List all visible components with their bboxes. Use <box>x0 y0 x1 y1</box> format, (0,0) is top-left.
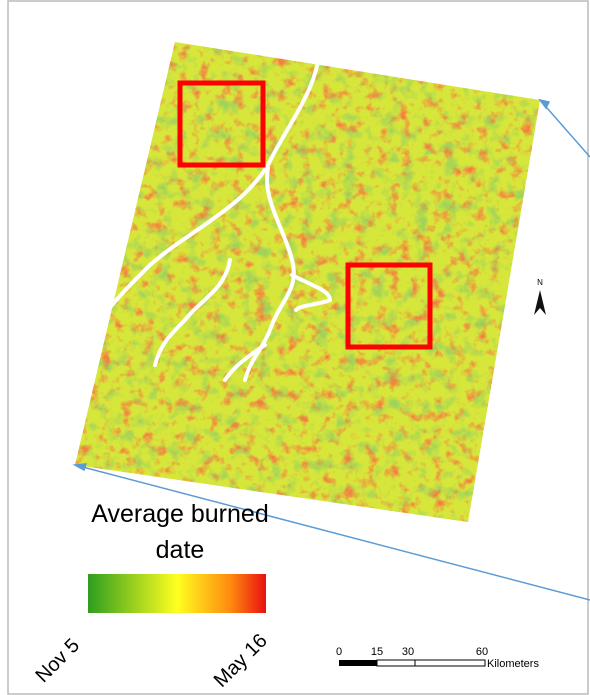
legend-title: date <box>156 536 205 564</box>
scale-tick-label: 0 <box>336 646 342 658</box>
scale-unit: Kilometers <box>487 658 539 670</box>
legend-start-label: Nov 5 <box>32 635 85 688</box>
scale-tick-label: 60 <box>476 646 488 658</box>
north-arrow: N <box>534 278 546 315</box>
color-ramp <box>88 574 266 613</box>
burn-map <box>60 30 560 530</box>
legend-title: Average burned <box>91 500 268 528</box>
legend-end-label: May 16 <box>210 630 272 692</box>
scale-tick-label: 15 <box>371 646 383 658</box>
legend: Average burned date Nov 5 May 16 <box>32 500 272 692</box>
north-label: N <box>537 278 543 287</box>
map-figure: N Average burned date Nov 5 May 16 0 15 … <box>0 0 590 695</box>
scale-bar: 0 15 30 60 Kilometers <box>336 646 540 670</box>
scale-tick-label: 30 <box>402 646 414 658</box>
